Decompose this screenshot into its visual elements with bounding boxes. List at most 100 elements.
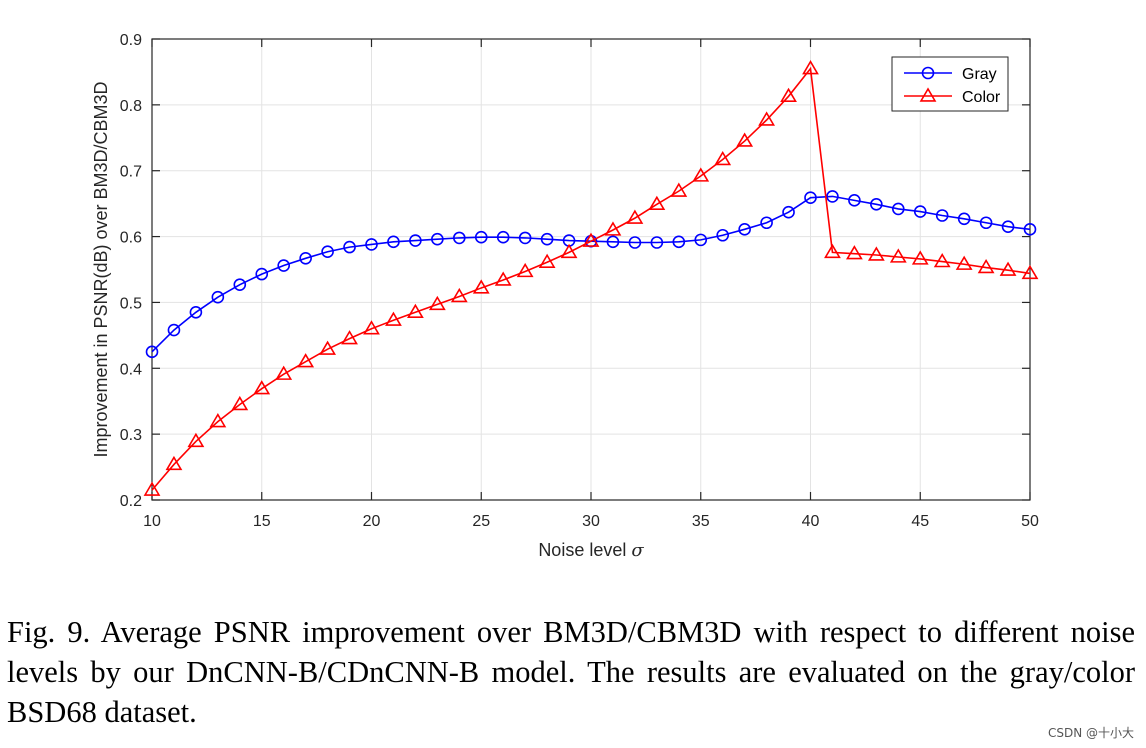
- data-point-gray: [496, 230, 510, 244]
- data-point-gray: [452, 231, 466, 245]
- axis-ticks: 10 15 20 25 30 35 40 45 50 0.2 0.3 0.4 0.5 0.6 0.7 0.8 0…: [120, 32, 1039, 530]
- data-point-color: [626, 209, 644, 224]
- data-point-gray: [628, 236, 642, 249]
- data-point-gray: [979, 216, 993, 230]
- data-point-gray: [672, 235, 686, 249]
- data-point-color: [275, 365, 293, 380]
- data-point-gray: [365, 238, 378, 251]
- data-point-color: [824, 243, 841, 259]
- data-point-gray: [145, 345, 159, 359]
- psnr-improvement-chart: 10 15 20 25 30 35 40 45 50 0.2 0.3 0.4 0.5 0.6 0.7 0.8 0…: [91, 32, 1039, 561]
- data-point-color: [450, 287, 468, 303]
- data-point-color: [231, 395, 249, 411]
- data-point-gray: [870, 198, 883, 211]
- data-point-color: [736, 132, 754, 147]
- data-point-gray: [233, 278, 247, 291]
- watermark: CSDN @十小大: [1047, 726, 1134, 740]
- data-point-color: [604, 221, 622, 236]
- data-point-gray: [321, 245, 334, 259]
- data-point-gray: [804, 191, 817, 205]
- data-point-gray: [694, 233, 708, 247]
- data-point-gray: [760, 216, 773, 230]
- data-point-color: [143, 481, 161, 496]
- x-tick-label: 35: [692, 513, 710, 530]
- data-point-gray: [650, 236, 664, 249]
- x-tick-label: 10: [143, 513, 161, 530]
- data-point-gray: [891, 202, 905, 216]
- data-point-gray: [189, 306, 203, 319]
- data-point-gray: [255, 267, 269, 281]
- x-tick-label: 30: [582, 513, 600, 530]
- y-tick-label: 0.3: [120, 427, 142, 444]
- data-point-color: [692, 167, 710, 182]
- legend-label-color: Color: [962, 89, 1001, 106]
- legend-marker-color: [919, 87, 937, 102]
- data-point-gray: [935, 209, 949, 222]
- data-point-color: [428, 295, 446, 311]
- y-tick-label: 0.8: [120, 98, 142, 115]
- legend-marker-gray: [921, 66, 935, 80]
- y-tick-label: 0.2: [120, 493, 142, 510]
- data-point-color: [999, 261, 1017, 276]
- data-point-color: [494, 271, 512, 286]
- data-point-color: [867, 246, 885, 261]
- x-tick-label: 15: [253, 513, 271, 530]
- data-point-gray: [1001, 220, 1015, 233]
- data-point-color: [319, 340, 336, 355]
- data-point-gray: [518, 231, 532, 245]
- data-point-color: [187, 432, 205, 448]
- x-axis-title: Noise level σ: [538, 540, 644, 561]
- series-layer: [143, 60, 1039, 496]
- data-point-color: [407, 303, 424, 319]
- data-point-gray: [343, 240, 356, 254]
- data-point-color: [714, 150, 732, 166]
- data-point-color: [472, 279, 490, 294]
- data-point-gray: [782, 205, 795, 219]
- y-tick-label: 0.9: [120, 32, 142, 49]
- data-point-gray: [277, 259, 291, 272]
- data-point-gray: [1023, 223, 1037, 236]
- figure-caption: Fig. 9. Average PSNR improvement over BM…: [7, 615, 1135, 729]
- data-point-color: [758, 111, 775, 126]
- data-point-color: [209, 413, 227, 428]
- data-point-color: [253, 380, 271, 395]
- data-point-color: [341, 330, 358, 345]
- legend-label-gray: Gray: [962, 66, 997, 83]
- data-point-gray: [299, 252, 312, 265]
- data-point-gray: [409, 234, 422, 247]
- data-point-color: [582, 232, 600, 247]
- legend: Gray Color: [891, 56, 1009, 112]
- y-tick-label: 0.5: [120, 295, 142, 312]
- data-point-gray: [211, 290, 225, 304]
- data-point-gray: [716, 228, 730, 242]
- series-color: [143, 60, 1039, 496]
- data-point-color: [955, 255, 973, 270]
- x-tick-label: 40: [802, 513, 820, 530]
- data-point-gray: [387, 235, 400, 249]
- data-point-color: [1021, 264, 1039, 280]
- y-tick-label: 0.7: [120, 164, 142, 181]
- data-point-color: [648, 195, 666, 211]
- data-point-color: [297, 353, 315, 368]
- data-point-gray: [738, 223, 751, 236]
- data-point-color: [977, 258, 995, 274]
- x-tick-label: 45: [911, 513, 929, 530]
- data-point-gray: [540, 232, 554, 246]
- data-point-gray: [606, 235, 620, 249]
- data-point-color: [560, 243, 578, 259]
- y-axis-title: Improvement in PSNR(dB) over BM3D/CBM3D: [91, 81, 111, 457]
- data-point-gray: [913, 205, 927, 218]
- data-point-color: [516, 262, 534, 278]
- y-tick-label: 0.4: [120, 361, 142, 378]
- y-tick-label: 0.6: [120, 230, 142, 247]
- data-point-gray: [848, 194, 861, 207]
- data-point-color: [911, 250, 929, 265]
- data-point-color: [933, 253, 951, 268]
- data-point-color: [802, 60, 819, 75]
- x-tick-label: 20: [363, 513, 381, 530]
- x-tick-label: 50: [1021, 513, 1039, 530]
- data-point-gray: [957, 212, 971, 226]
- data-point-color: [385, 311, 402, 326]
- data-point-gray: [167, 323, 181, 337]
- x-tick-label: 25: [472, 513, 490, 530]
